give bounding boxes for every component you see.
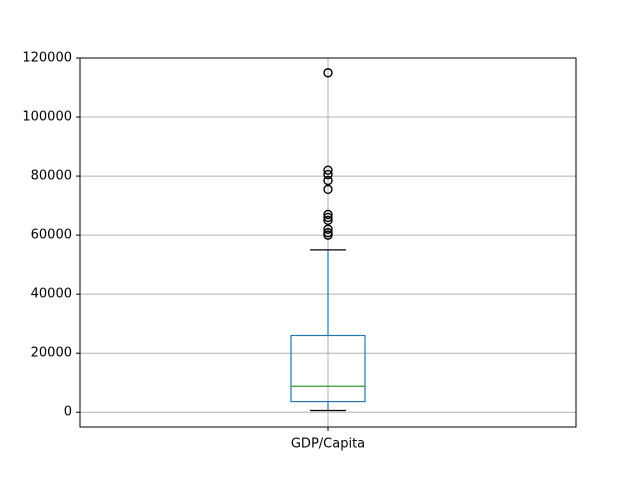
x-tick-label: GDP/Capita	[291, 437, 365, 452]
y-tick-label: 60000	[31, 228, 72, 243]
y-axis: 0 20000 40000 60000 80000 100000 120000	[22, 51, 80, 420]
outlier-point	[323, 215, 333, 226]
outlier-point	[323, 228, 333, 238]
outlier-point	[323, 184, 333, 195]
y-tick-label: 40000	[31, 287, 72, 302]
outlier-point	[323, 68, 333, 78]
y-tick-label: 100000	[22, 110, 72, 125]
outlier-point	[323, 175, 333, 186]
x-axis: GDP/Capita	[291, 427, 365, 452]
iqr-box	[290, 334, 366, 403]
y-tick-label: 120000	[22, 51, 72, 66]
outlier-point	[323, 165, 333, 175]
outlier-point	[323, 212, 333, 223]
boxes	[290, 68, 366, 412]
plot-frame	[79, 57, 577, 428]
y-tick-label: 20000	[31, 346, 72, 361]
y-tick-label: 0	[64, 405, 72, 420]
y-tick-label: 80000	[31, 169, 72, 184]
outlier-point	[323, 209, 333, 220]
outlier-point	[323, 224, 333, 234]
outlier-point	[323, 169, 333, 180]
